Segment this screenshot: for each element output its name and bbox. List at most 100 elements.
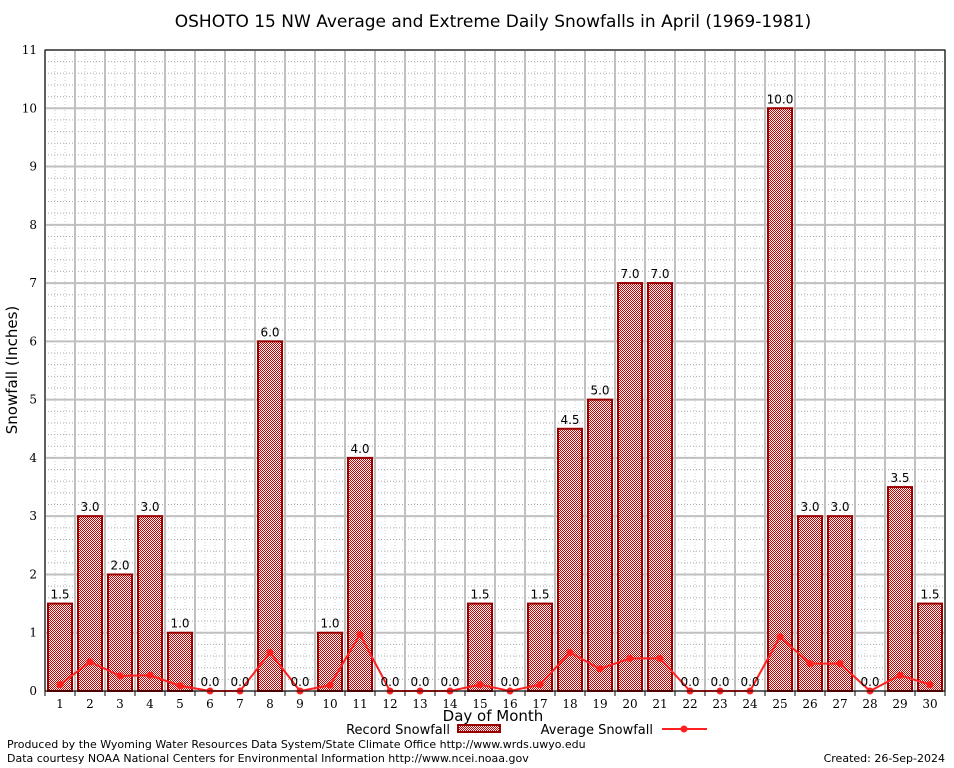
bar-value-label: 4.0 — [350, 442, 369, 456]
x-tick-label: 19 — [592, 697, 607, 711]
bar-value-label: 1.0 — [320, 617, 339, 631]
bar-value-label: 0.0 — [740, 675, 759, 689]
bar-value-label: 1.5 — [470, 588, 489, 602]
bar-value-label: 3.0 — [80, 500, 99, 514]
bar-value-label: 0.0 — [680, 675, 699, 689]
bar-value-label: 3.0 — [140, 500, 159, 514]
y-tick-label: 9 — [29, 160, 37, 174]
x-tick-label: 12 — [382, 697, 397, 711]
average-point — [176, 682, 184, 690]
y-tick-label: 10 — [22, 101, 37, 115]
average-point — [596, 665, 604, 673]
record-bar — [47, 602, 73, 692]
bar-value-label: 10.0 — [767, 92, 794, 106]
x-tick-label: 8 — [266, 697, 274, 711]
y-tick-label: 4 — [29, 451, 37, 465]
average-point — [776, 633, 784, 641]
average-line-path — [59, 632, 931, 693]
x-tick-label: 7 — [236, 697, 244, 711]
x-tick-label: 17 — [532, 697, 547, 711]
y-tick-label: 3 — [29, 509, 37, 523]
bar-value-label: 5.0 — [590, 384, 609, 398]
bar-value-label: 0.0 — [710, 675, 729, 689]
x-tick-label: 1 — [56, 697, 64, 711]
x-axis-label: Day of Month — [443, 707, 544, 725]
bar-value-label: 3.0 — [830, 500, 849, 514]
bar-value-label: 6.0 — [260, 325, 279, 339]
average-point — [326, 681, 334, 689]
x-tick-label: 23 — [712, 697, 727, 711]
x-tick-label: 27 — [832, 697, 847, 711]
x-tick-label: 25 — [772, 697, 787, 711]
bar-value-label: 0.0 — [410, 675, 429, 689]
average-point — [476, 681, 484, 689]
bar-value-label: 7.0 — [620, 267, 639, 281]
x-tick-label: 13 — [412, 697, 427, 711]
average-point — [356, 630, 364, 638]
x-tick-label: 22 — [682, 697, 697, 711]
bar-value-label: 0.0 — [500, 675, 519, 689]
legend: Record Snowfall Average Snowfall — [346, 723, 707, 738]
footer-produced-by: Produced by the Wyoming Water Resources … — [7, 738, 586, 751]
average-point — [266, 649, 274, 657]
bar-value-label: 0.0 — [380, 675, 399, 689]
x-tick-label: 20 — [622, 697, 637, 711]
average-point — [146, 671, 154, 679]
x-tick-label: 5 — [176, 697, 184, 711]
y-tick-label: 0 — [29, 684, 37, 698]
bar-value-label: 3.5 — [890, 471, 909, 485]
bars — [47, 107, 943, 693]
record-bar — [257, 340, 283, 692]
record-bar — [107, 573, 133, 692]
legend-marker-average — [680, 725, 688, 733]
average-point — [926, 681, 934, 689]
y-tick-label: 1 — [29, 626, 37, 640]
bar-value-label: 0.0 — [200, 675, 219, 689]
x-tick-label: 10 — [322, 697, 337, 711]
average-point — [836, 660, 844, 668]
average-point — [626, 654, 634, 662]
footer-courtesy: Data courtesy NOAA National Centers for … — [7, 752, 529, 765]
footer-created: Created: 26-Sep-2024 — [823, 752, 945, 765]
record-bar — [347, 456, 373, 692]
x-tick-label: 15 — [472, 697, 487, 711]
legend-label-record: Record Snowfall — [346, 723, 450, 738]
average-point — [566, 649, 574, 657]
bar-value-label: 1.5 — [920, 588, 939, 602]
bar-value-label: 1.0 — [170, 617, 189, 631]
average-point — [656, 654, 664, 662]
record-bar — [527, 602, 553, 692]
legend-swatch-record — [457, 724, 501, 733]
x-tick-label: 3 — [116, 697, 124, 711]
average-point — [116, 672, 124, 680]
x-tick-label: 9 — [296, 697, 304, 711]
legend-label-average: Average Snowfall — [541, 723, 653, 738]
x-tick-label: 18 — [562, 697, 577, 711]
x-tick-label: 2 — [86, 697, 94, 711]
y-tick-label: 5 — [29, 393, 37, 407]
y-tick-label: 2 — [29, 567, 37, 581]
average-point — [56, 681, 64, 689]
bar-value-label: 1.5 — [50, 588, 69, 602]
bar-value-label: 3.0 — [800, 500, 819, 514]
chart-title: OSHOTO 15 NW Average and Extreme Daily S… — [175, 12, 812, 32]
x-tick-label: 16 — [502, 697, 517, 711]
record-bar — [887, 486, 913, 692]
x-tick-label: 28 — [862, 697, 877, 711]
y-tick-label: 8 — [29, 218, 37, 232]
y-tick-label: 7 — [29, 276, 37, 290]
x-tick-label: 6 — [206, 697, 214, 711]
record-bar — [647, 282, 673, 692]
average-point — [86, 658, 94, 666]
bar-value-label: 1.5 — [530, 588, 549, 602]
x-tick-label: 11 — [352, 697, 367, 711]
record-bar — [137, 515, 163, 692]
record-bar — [587, 398, 613, 692]
x-tick-label: 14 — [442, 697, 458, 711]
record-bar — [767, 107, 793, 693]
bar-value-label: 4.5 — [560, 413, 579, 427]
average-point — [536, 681, 544, 689]
